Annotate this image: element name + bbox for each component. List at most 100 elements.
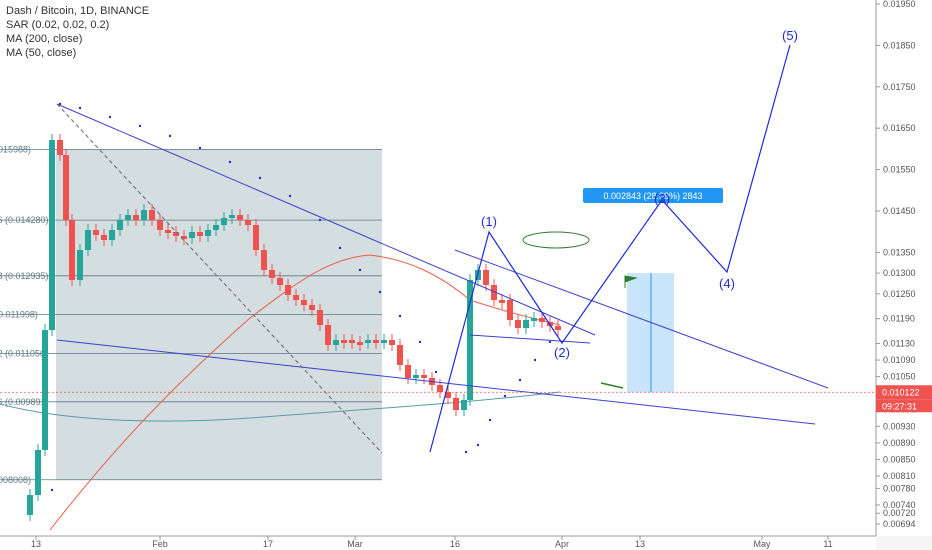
countdown-label: 09:27:31 (882, 401, 917, 411)
sar-dot (464, 450, 468, 454)
fib-level-label: 0.786 (0.014280) (0, 215, 49, 225)
candle-body (181, 236, 187, 239)
time-tick-label: May (753, 539, 771, 549)
candle-body (381, 340, 387, 343)
candle-body (491, 285, 497, 300)
fib-level-label: 0.5 (0.011998) (0, 310, 38, 320)
candle-body (301, 300, 307, 305)
time-tick-label: 16 (450, 539, 460, 549)
time-tick-label: 13 (31, 539, 41, 549)
candle-body (531, 318, 537, 321)
candle-body (117, 220, 123, 230)
current-price-badge (876, 385, 932, 400)
candle-body (389, 340, 395, 345)
candle-body (285, 285, 291, 295)
fib-level-label: 0.618 (0.012935) (0, 271, 49, 281)
sar-dot (533, 358, 537, 362)
candle-body (221, 218, 227, 225)
candle-body (197, 232, 203, 236)
price-tick-label: 0.00740 (883, 500, 916, 510)
price-tick-label: 0.01450 (883, 206, 916, 216)
sar-dot (476, 443, 480, 447)
price-tick-label: 0.01650 (883, 123, 916, 133)
time-tick-label: Mar (347, 539, 363, 549)
candle-body (365, 340, 371, 343)
sar-dot (228, 160, 232, 164)
wave-label: (3) (654, 191, 670, 206)
candle-body (149, 210, 155, 220)
candle-body (341, 340, 347, 343)
candle-body (93, 230, 99, 235)
candle-body (237, 215, 243, 220)
sar-dot (338, 246, 342, 250)
legend-sar: SAR (0.02, 0.02, 0.2) (6, 19, 110, 31)
sar-dot (318, 218, 322, 222)
sar-dot (288, 194, 292, 198)
trend-line-base (469, 334, 591, 344)
candle-body (325, 325, 331, 345)
candle-body (27, 495, 33, 515)
candle-body (229, 215, 235, 218)
price-tick-label: 0.01130 (883, 338, 915, 348)
measure-label-bg (583, 188, 723, 203)
candle-body (539, 318, 545, 322)
fib-level-label: 0.382 (0.011056) (0, 349, 48, 359)
sar-dot (418, 340, 422, 344)
price-tick-label: 0.01850 (883, 40, 916, 50)
candle-body (165, 230, 171, 233)
candle-body (445, 392, 451, 398)
sar-dot (50, 488, 54, 492)
price-tick-label: 0.01350 (883, 247, 916, 257)
candle-body (85, 230, 91, 250)
candle-body (467, 280, 473, 400)
sar-dot (378, 290, 382, 294)
candle-body (133, 215, 139, 220)
sar-dot (548, 340, 552, 344)
legend-title: Dash / Bitcoin, 1D, BINANCE (6, 5, 150, 17)
wave-label: (1) (481, 214, 497, 229)
time-tick-label: 17 (263, 539, 273, 549)
sar-dot (503, 394, 507, 398)
candle-body (483, 270, 489, 285)
candle-body (555, 326, 561, 330)
wave-label: (5) (782, 28, 798, 43)
diagonal-dashed-line (56, 103, 383, 454)
candle-body (101, 235, 107, 240)
candle-body (523, 320, 529, 328)
price-tick-label: 0.00850 (883, 454, 916, 464)
sar-dot (398, 314, 402, 318)
legend-ma200: MA (200, close) (6, 33, 83, 45)
candle-body (317, 310, 323, 325)
candle-body (507, 300, 513, 320)
price-tick-label: 0.01750 (883, 82, 916, 92)
trend-line-lower (56, 339, 816, 425)
candle-body (349, 340, 355, 343)
sar-dot (518, 378, 522, 382)
candle-body (157, 220, 163, 230)
candle-body (373, 340, 379, 343)
flag-icon (624, 275, 638, 288)
sar-dot (138, 124, 142, 128)
fib-level-label: 0.236 (0.009891) (0, 397, 49, 407)
candle-body (261, 250, 267, 270)
price-tick-label: 0.01050 (883, 372, 916, 382)
candle-body (189, 232, 195, 238)
candle-body (499, 300, 505, 303)
price-tick-label: 0.01300 (883, 268, 916, 278)
candle-body (173, 232, 179, 236)
candle-body (42, 330, 48, 450)
elliott-wave-path (429, 44, 791, 453)
current-price-label: 0.010122 (882, 387, 920, 397)
candle-body (421, 375, 427, 378)
trend-line-channel (454, 249, 829, 389)
candle-body (277, 278, 283, 285)
time-tick-label: Apr (555, 539, 569, 549)
price-tick-label: 0.01550 (883, 165, 916, 175)
measure-label: 0.002843 (28.09%) 2843 (603, 191, 702, 201)
candle-body (413, 375, 419, 378)
candle-body (125, 215, 131, 220)
price-tick-label: 0.00930 (883, 421, 916, 431)
legend-ma50: MA (50, close) (6, 47, 77, 59)
time-tick-label: 13 (635, 539, 645, 549)
